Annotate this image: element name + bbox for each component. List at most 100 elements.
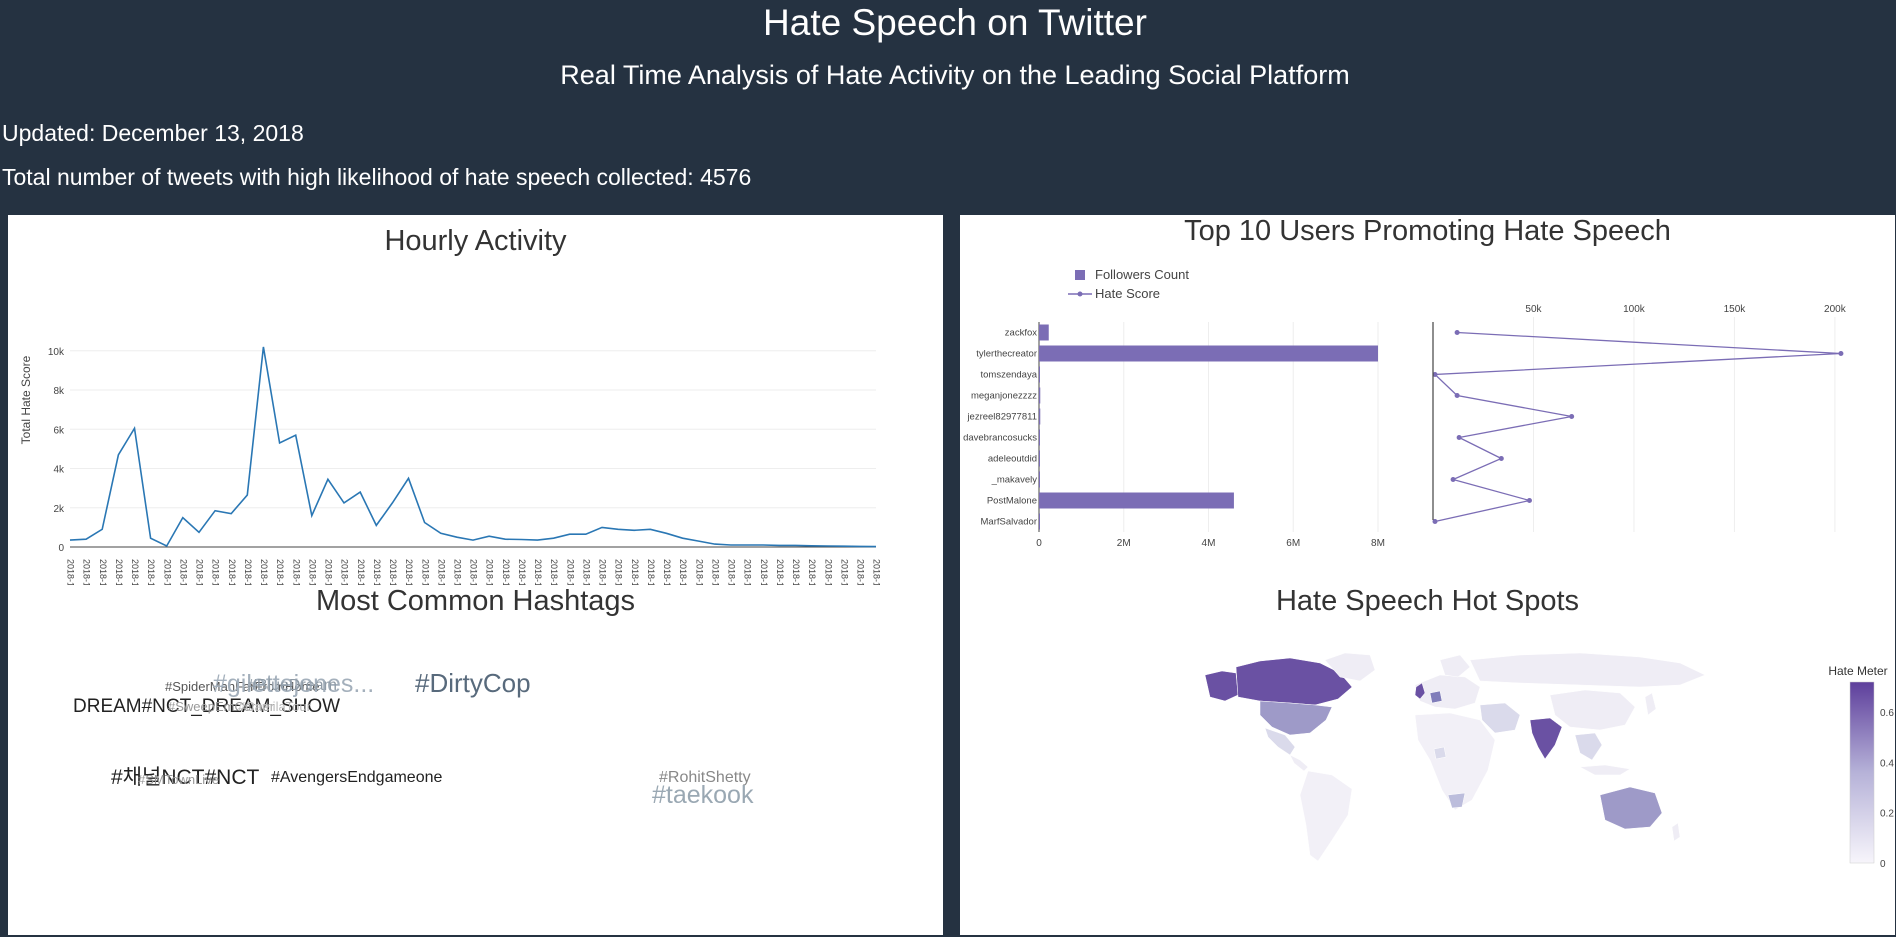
map-china[interactable] xyxy=(1549,689,1636,731)
map-japan[interactable] xyxy=(1644,692,1657,716)
hourly-x-tick: 2018-12-08 1 xyxy=(469,559,479,585)
legend-followers-label[interactable]: Followers Count xyxy=(1095,267,1189,282)
hourly-x-tick: 2018-12-08 1 xyxy=(420,559,430,585)
map-nigeria[interactable] xyxy=(1433,746,1447,760)
users-bar-tick: 6M xyxy=(1286,538,1300,549)
hourly-x-tick: 2018-12-08 1 xyxy=(82,559,92,585)
hashtag-word: #taekook xyxy=(652,781,754,809)
map-greenland[interactable] xyxy=(1324,652,1376,682)
map-uk[interactable] xyxy=(1414,682,1426,700)
map-canada[interactable] xyxy=(1235,657,1353,706)
hourly-x-tick: 2018-12-08 1 xyxy=(630,559,640,585)
hourly-x-tick: 2018-12-08 1 xyxy=(872,559,882,585)
followers-bar[interactable] xyxy=(1039,513,1040,530)
hourly-x-tick: 2018-12-08 1 xyxy=(66,559,76,585)
followers-bar[interactable] xyxy=(1039,324,1049,341)
page-title: Hate Speech on Twitter xyxy=(763,2,1147,43)
hourly-x-tick: 2018-12-08 1 xyxy=(195,559,205,585)
hate-score-point[interactable] xyxy=(1526,498,1532,503)
hourly-x-tick: 2018-12-08 1 xyxy=(743,559,753,585)
hate-score-point[interactable] xyxy=(1454,330,1460,335)
map-alaska[interactable] xyxy=(1204,670,1239,702)
hourly-x-tick: 2018-12-08 1 xyxy=(340,559,350,585)
left-panel: Hourly Activity 0 2k 4k 6k 8k 10k 2018-12-08 … xyxy=(8,215,943,935)
hourly-x-tick: 2018-12-08 1 xyxy=(694,559,704,585)
legend-hate-marker xyxy=(1077,291,1083,297)
map-new-zealand[interactable] xyxy=(1671,822,1681,842)
legend-hate-label[interactable]: Hate Score xyxy=(1095,286,1160,301)
map-germany[interactable] xyxy=(1429,690,1443,704)
followers-bar[interactable] xyxy=(1039,387,1041,404)
hourly-x-tick: 2018-12-08 1 xyxy=(839,559,849,585)
hashtag-word: #SweepEmCorner xyxy=(168,699,275,714)
world-map[interactable]: Hate Meter 0.6 0.4 0.2 0 xyxy=(960,215,1895,935)
hourly-x-tick: 2018-12-08 1 xyxy=(662,559,672,585)
hourly-x-tick: 2018-12-08 1 xyxy=(227,559,237,585)
hate-score-point[interactable] xyxy=(1498,456,1504,461)
hourly-activity-chart[interactable]: 0 2k 4k 6k 8k 10k 2018-12-08 1 2018-12-08 1 201… xyxy=(8,265,943,585)
map-south-africa[interactable] xyxy=(1447,792,1466,809)
hourly-y-tick: 8k xyxy=(53,386,65,397)
map-usa[interactable] xyxy=(1259,700,1333,736)
hate-score-line[interactable] xyxy=(1433,331,1841,523)
followers-bar[interactable] xyxy=(1039,471,1040,488)
hourly-x-tick: 2018-12-08 1 xyxy=(98,559,108,585)
hate-score-point[interactable] xyxy=(1432,519,1438,524)
followers-bar[interactable] xyxy=(1039,366,1040,383)
hashtag-word: #AvengersEndgameone xyxy=(271,769,443,786)
user-name-label: jezreel82977811 xyxy=(966,412,1037,423)
hourly-x-tick: 2018-12-08 1 xyxy=(243,559,253,585)
hourly-y-tick: 6k xyxy=(53,425,65,436)
hourly-x-tick: 2018-12-08 1 xyxy=(114,559,124,585)
hashtag-word: #SpiderManFarFromHome xyxy=(165,679,320,694)
hourly-x-tick: 2018-12-08 1 xyxy=(211,559,221,585)
hate-meter-tick: 0 xyxy=(1880,859,1886,870)
map-south-america[interactable] xyxy=(1299,770,1353,862)
users-line-tick: 150k xyxy=(1724,304,1747,315)
map-russia[interactable] xyxy=(1469,652,1706,688)
hourly-x-tick: 2018-12-08 1 xyxy=(759,559,769,585)
hourly-x-tick: 2018-12-08 1 xyxy=(485,559,495,585)
hate-meter-tick: 0.6 xyxy=(1880,708,1894,719)
hourly-x-tick: 2018-12-08 1 xyxy=(517,559,527,585)
map-southeast-asia[interactable] xyxy=(1574,732,1603,761)
hourly-x-tick: 2018-12-08 1 xyxy=(791,559,801,585)
hourly-x-tick: 2018-12-08 1 xyxy=(646,559,656,585)
map-title: Hate Speech Hot Spots xyxy=(1275,585,1580,617)
hate-score-point[interactable] xyxy=(1450,477,1456,482)
hourly-x-tick: 2018-12-08 1 xyxy=(130,559,140,585)
hashtag-word: #BlueDream xyxy=(248,677,337,694)
hate-score-point[interactable] xyxy=(1456,435,1462,440)
right-panel: Top 10 Users Promoting Hate Speech Follo… xyxy=(960,215,1895,935)
followers-bar[interactable] xyxy=(1039,429,1040,446)
hate-score-point[interactable] xyxy=(1432,372,1438,377)
followers-bar[interactable] xyxy=(1039,345,1378,362)
hate-score-point[interactable] xyxy=(1569,414,1575,419)
map-indonesia[interactable] xyxy=(1579,764,1631,776)
followers-bar[interactable] xyxy=(1039,492,1234,509)
page-subtitle: Real Time Analysis of Hate Activity on t… xyxy=(560,60,1350,90)
followers-bar[interactable] xyxy=(1039,450,1040,467)
hate-score-point[interactable] xyxy=(1838,351,1844,356)
map-africa[interactable] xyxy=(1414,712,1496,811)
hourly-x-tick: 2018-12-08 1 xyxy=(856,559,866,585)
hourly-y-tick: 4k xyxy=(53,465,65,476)
hourly-x-tick: 2018-12-08 1 xyxy=(388,559,398,585)
hourly-x-tick: 2018-12-08 1 xyxy=(533,559,543,585)
updated-date: Updated: December 13, 2018 xyxy=(2,120,304,146)
hourly-x-tick: 2018-12-08 1 xyxy=(549,559,559,585)
hourly-y-axis-label: Total Hate Score xyxy=(19,355,33,444)
map-scandinavia[interactable] xyxy=(1439,654,1471,678)
map-middle-east[interactable] xyxy=(1479,702,1521,734)
top-users-chart[interactable]: Followers Count Hate Score 0 2M 4M 6M 8M 50k 1… xyxy=(960,265,1895,565)
hate-meter-colorbar[interactable] xyxy=(1849,681,1875,864)
map-australia[interactable] xyxy=(1599,786,1663,830)
hashtag-word: DREAM#NCT_DREAM_SHOW xyxy=(73,696,341,717)
followers-bar[interactable] xyxy=(1039,408,1041,425)
hourly-x-tick: 2018-12-08 1 xyxy=(372,559,382,585)
hate-score-point[interactable] xyxy=(1454,393,1460,398)
hourly-x-tick: 2018-12-08 1 xyxy=(275,559,285,585)
hourly-x-tick: 2018-12-08 1 xyxy=(501,559,511,585)
map-central-america[interactable] xyxy=(1289,754,1309,772)
map-india[interactable] xyxy=(1529,717,1563,760)
